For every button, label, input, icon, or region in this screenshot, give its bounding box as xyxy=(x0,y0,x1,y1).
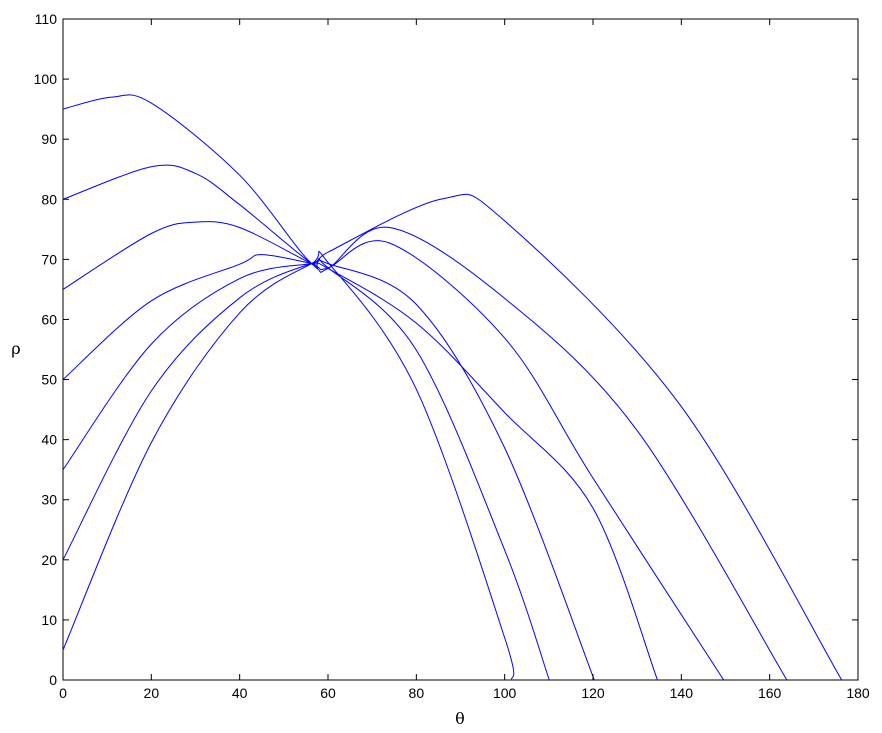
y-tick-label: 100 xyxy=(34,71,58,87)
curve-2 xyxy=(62,257,550,681)
y-tick-label: 70 xyxy=(41,251,57,267)
x-tick-label: 160 xyxy=(758,685,782,701)
axes-box xyxy=(62,18,859,681)
curve-1 xyxy=(62,250,515,681)
curve-3 xyxy=(62,259,595,681)
y-tick-label: 0 xyxy=(49,672,57,688)
y-tick-label: 10 xyxy=(41,612,57,628)
y-tick-label: 30 xyxy=(41,492,57,508)
x-tick-label: 60 xyxy=(320,685,336,701)
y-tick-label: 60 xyxy=(41,311,57,327)
y-axis-label: ρ xyxy=(11,339,20,358)
y-tick-label: 80 xyxy=(41,191,57,207)
y-tick-label: 90 xyxy=(41,131,57,147)
x-tick-label: 100 xyxy=(493,685,517,701)
curve-7 xyxy=(62,94,843,681)
curve-6 xyxy=(62,164,788,681)
x-tick-label: 140 xyxy=(670,685,694,701)
x-axis-label: θ xyxy=(455,709,465,728)
y-tick-label: 20 xyxy=(41,552,57,568)
y-tick-label: 40 xyxy=(41,432,57,448)
curve-5 xyxy=(62,221,725,681)
curves-layer xyxy=(62,94,843,681)
x-tick-label: 0 xyxy=(59,685,67,701)
x-tick-label: 180 xyxy=(846,685,870,701)
x-tick-label: 120 xyxy=(581,685,605,701)
x-tick-label: 80 xyxy=(409,685,425,701)
x-tick-label: 40 xyxy=(232,685,248,701)
x-tick-label: 20 xyxy=(144,685,160,701)
ticks-layer: 0 20 40 60 80 100 120 140 160 180 0 10 20 30 40 50 60 70 8… xyxy=(34,11,870,701)
y-tick-label: 50 xyxy=(41,372,57,388)
y-tick-label: 110 xyxy=(35,11,58,27)
